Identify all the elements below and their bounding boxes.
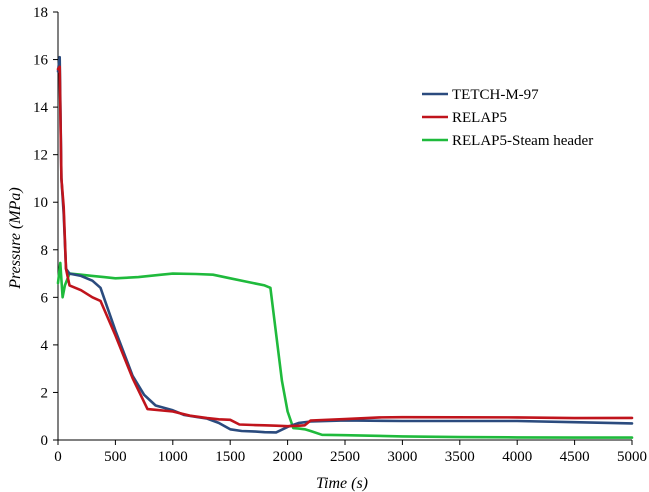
y-axis-label: Pressure (MPa) xyxy=(7,187,24,289)
x-tick-label: 500 xyxy=(104,449,127,465)
y-tick-label: 12 xyxy=(33,148,48,164)
legend-label: RELAP5 xyxy=(452,110,507,126)
x-tick-label: 4500 xyxy=(560,449,590,465)
legend-label: RELAP5-Steam header xyxy=(452,133,593,149)
x-tick-label: 3000 xyxy=(387,449,417,465)
x-tick-label: 2500 xyxy=(330,449,360,465)
y-tick-label: 14 xyxy=(33,100,49,116)
x-tick-label: 1500 xyxy=(215,449,245,465)
x-tick-label: 0 xyxy=(54,449,62,465)
series-lines xyxy=(56,55,634,439)
series-line-relap5 xyxy=(56,65,634,428)
y-axis-ticks: 0 2 4 6 8 10 12 14 16 18 xyxy=(33,5,58,449)
series-line-tetch-m-97 xyxy=(56,55,634,434)
y-tick-label: 4 xyxy=(41,338,49,354)
series-line-relap5-steam-header xyxy=(56,261,634,439)
x-tick-label: 5000 xyxy=(617,449,647,465)
x-axis-ticks: 0 500 1000 1500 2000 2500 3000 3500 4000 4500 5000 xyxy=(54,440,647,465)
x-tick-label: 3500 xyxy=(445,449,475,465)
y-tick-label: 16 xyxy=(33,53,49,69)
y-tick-label: 0 xyxy=(41,433,49,449)
y-tick-label: 10 xyxy=(33,195,48,211)
y-tick-label: 2 xyxy=(41,385,49,401)
y-tick-label: 18 xyxy=(33,5,48,21)
plot-frame xyxy=(57,12,632,441)
y-tick-label: 6 xyxy=(41,290,49,306)
legend: TETCH-M-97 RELAP5 RELAP5-Steam header xyxy=(422,87,593,149)
x-tick-label: 4000 xyxy=(502,449,532,465)
x-axis-label: Time (s) xyxy=(316,475,368,492)
x-tick-label: 1000 xyxy=(158,449,188,465)
y-tick-label: 8 xyxy=(41,243,49,259)
legend-label: TETCH-M-97 xyxy=(452,87,539,103)
x-tick-label: 2000 xyxy=(273,449,303,465)
